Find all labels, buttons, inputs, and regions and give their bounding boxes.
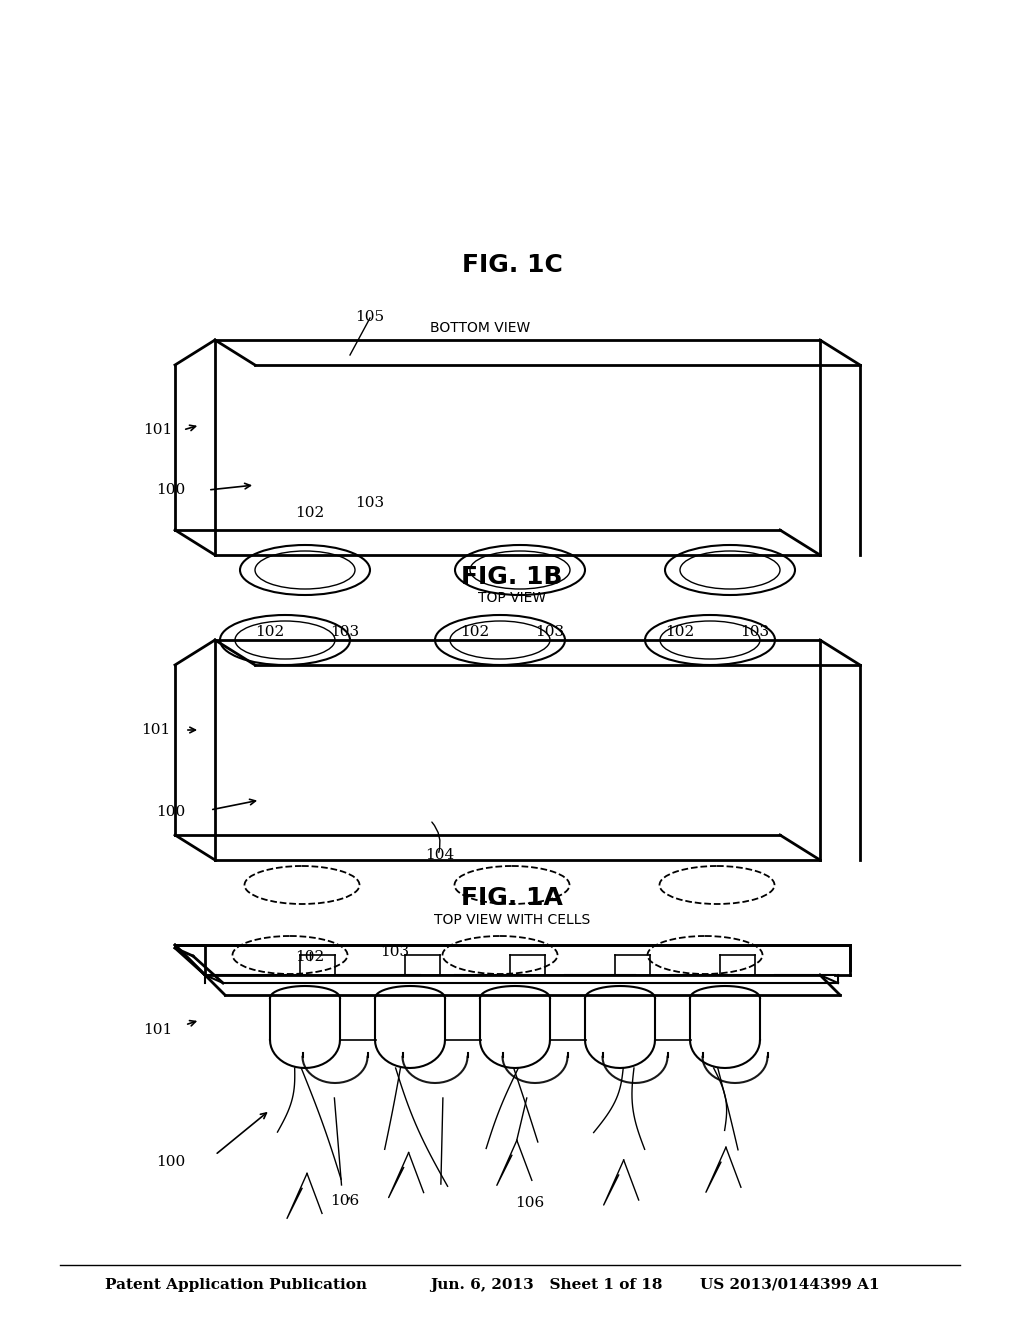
Text: 103: 103 [536,624,564,639]
Text: 101: 101 [142,1023,172,1038]
Text: BOTTOM VIEW: BOTTOM VIEW [430,321,530,335]
Text: US 2013/0144399 A1: US 2013/0144399 A1 [700,1278,880,1292]
Text: 106: 106 [515,1196,545,1210]
Text: 103: 103 [355,496,385,510]
Text: 102: 102 [461,624,489,639]
Text: 100: 100 [156,1155,185,1170]
Text: 101: 101 [140,723,170,737]
Text: 102: 102 [666,624,694,639]
Text: 103: 103 [740,624,770,639]
Text: 101: 101 [142,422,172,437]
Text: FIG. 1A: FIG. 1A [461,886,563,909]
Text: 103: 103 [381,945,410,960]
Text: 105: 105 [355,310,385,323]
Text: 104: 104 [425,847,455,862]
Text: 102: 102 [295,950,325,964]
Text: TOP VIEW WITH CELLS: TOP VIEW WITH CELLS [434,913,590,927]
Text: 100: 100 [156,805,185,818]
Text: 100: 100 [156,483,185,498]
Text: 102: 102 [295,506,325,520]
Text: 106: 106 [331,1195,359,1208]
Text: Patent Application Publication: Patent Application Publication [105,1278,367,1292]
Text: 103: 103 [331,624,359,639]
Text: FIG. 1C: FIG. 1C [462,253,562,277]
Text: FIG. 1B: FIG. 1B [461,565,563,589]
Text: 102: 102 [255,624,285,639]
Text: Jun. 6, 2013   Sheet 1 of 18: Jun. 6, 2013 Sheet 1 of 18 [430,1278,663,1292]
Text: TOP VIEW: TOP VIEW [478,591,546,605]
